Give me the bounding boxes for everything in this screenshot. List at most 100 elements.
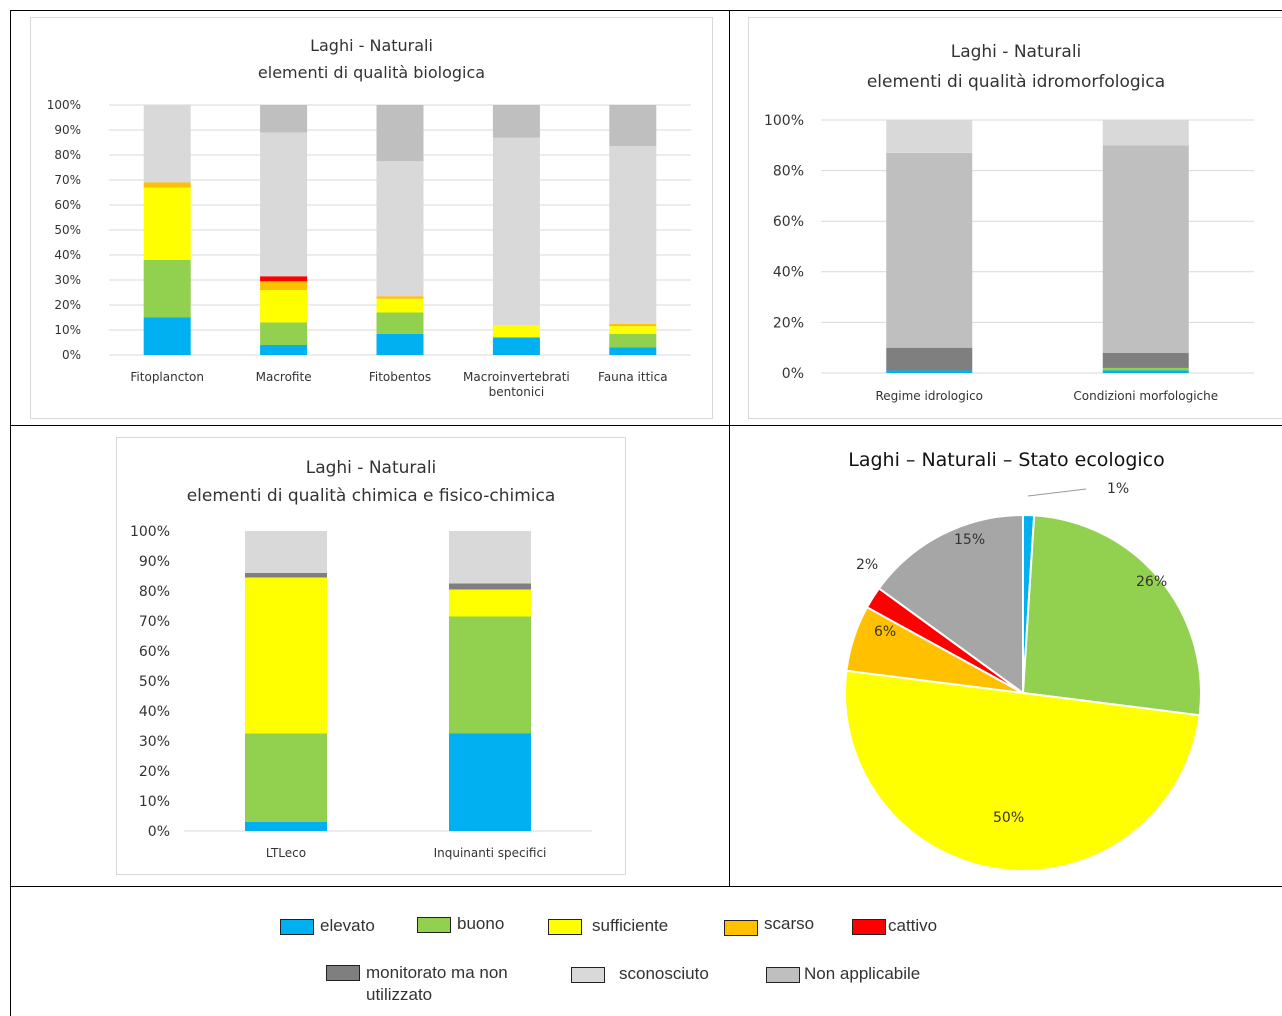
chart-chemical-box: Laghi - Naturali elementi di qualità chi… (116, 437, 626, 875)
legend-item-elevato: elevato (280, 916, 375, 936)
bar-segment-sconosciuto (1102, 120, 1189, 146)
bar-segment-non_applicabile (886, 152, 973, 348)
y-tick-label: 100% (130, 524, 170, 540)
bar-segment-monitorato (245, 573, 327, 578)
bar-segment-non_applicabile (376, 105, 424, 162)
bar-segment-monitorato (449, 583, 531, 590)
bar-segment-sufficiente (143, 187, 191, 260)
legend-item-monitorato: monitorato ma non utilizzato (326, 962, 546, 1006)
legend-item-cattivo: cattivo (852, 916, 937, 936)
legend-label-buono: buono (457, 914, 505, 933)
bar-segment-sconosciuto (245, 531, 327, 573)
legend-swatch-buono (417, 917, 451, 933)
y-tick-label: 0% (148, 824, 170, 840)
y-tick-label: 70% (54, 173, 81, 187)
category-label: Fitobentos (369, 370, 431, 384)
grid-row1-divider (10, 425, 1282, 426)
legend-swatch-sconosciuto (571, 967, 605, 983)
legend-swatch-cattivo (852, 919, 886, 935)
legend-label-scarso: scarso (764, 914, 815, 933)
grid-row2-divider (10, 886, 1282, 887)
chart-chemical-title-line1: Laghi - Naturali (305, 458, 437, 478)
bar-segment-sconosciuto (492, 137, 540, 325)
category-label: Condizioni morfologiche (1073, 389, 1218, 403)
bar-segment-buono (376, 312, 424, 334)
chart-biological-box: Laghi - Naturali elementi di qualità bio… (30, 17, 713, 419)
grid-left-border (10, 10, 11, 1016)
legend-item-non-applicabile: Non applicabile (766, 964, 920, 984)
bar-segment-sufficiente (245, 577, 327, 734)
y-tick-label: 20% (139, 764, 170, 780)
bar-segment-sufficiente (492, 325, 540, 338)
legend-item-sufficiente: sufficiente (548, 916, 668, 936)
bar-segment-elevato (260, 345, 308, 355)
y-tick-label: 10% (139, 794, 170, 810)
pie-slice-na_pie (877, 513, 1024, 695)
pie-label-sufficiente: 50% (993, 810, 1024, 826)
pie-slice-buono (1021, 514, 1202, 717)
legend-label-cattivo: cattivo (888, 916, 938, 935)
bar-segment-monitorato (1102, 352, 1189, 368)
legend-label-sconosciuto: sconosciuto (619, 964, 709, 983)
bar-segment-sconosciuto (449, 531, 531, 584)
bar-segment-buono (245, 733, 327, 822)
pie-leader-line (1027, 488, 1087, 497)
bar-segment-scarso (143, 182, 191, 188)
bar-segment-scarso (609, 323, 657, 327)
y-tick-label: 0% (62, 348, 81, 362)
y-tick-label: 60% (54, 198, 81, 212)
category-label: LTLeco (266, 846, 306, 860)
bar-segment-non_applicabile (609, 105, 657, 147)
bar-segment-sconosciuto (609, 146, 657, 324)
bar-segment-elevato (492, 337, 540, 355)
pie-label-cattivo: 2% (856, 557, 878, 573)
y-tick-label: 10% (54, 323, 81, 337)
legend-item-scarso: scarso (724, 914, 814, 936)
legend: elevato buono sufficiente scarso cattivo… (10, 888, 1280, 1016)
bar-segment-non_applicabile (1102, 145, 1189, 353)
bar-segment-monitorato (886, 347, 973, 371)
chart-pie-title: Laghi – Naturali – Stato ecologico (848, 449, 1165, 471)
bar-segment-non_applicabile (492, 105, 540, 138)
pie-label-elevato: 1% (1107, 481, 1129, 497)
chart-biological-title: Laghi - Naturali elementi di qualità bio… (31, 32, 712, 86)
bar-segment-non_applicabile (260, 105, 308, 133)
category-label: Macroinvertebrati (463, 370, 570, 384)
chart-hydro-title: Laghi - Naturali elementi di qualità idr… (749, 37, 1282, 97)
legend-swatch-elevato (280, 919, 314, 935)
y-tick-label: 60% (139, 644, 170, 660)
chart-biological-title-line2: elementi di qualità biologica (257, 63, 486, 82)
bar-segment-scarso (260, 281, 308, 290)
bar-segment-buono (260, 322, 308, 345)
y-tick-label: 40% (139, 704, 170, 720)
chart-biological-title-line1: Laghi - Naturali (310, 36, 433, 55)
y-tick-label: 0% (782, 366, 804, 382)
chart-hydro-plot: 0% 20% 40% 60% 80% 100% Regime idrologico Condi… (764, 113, 1254, 403)
category-label: Inquinanti specifici (434, 846, 547, 860)
legend-label-non-applicabile: Non applicabile (804, 964, 921, 983)
chart-hydro-box: Laghi - Naturali elementi di qualità idr… (748, 17, 1282, 419)
chart-chemical-title-line2: elementi di qualità chimica e fisico-chi… (186, 486, 556, 506)
chart-hydro-title-line2: elementi di qualità idromorfologica (866, 72, 1166, 92)
chart-hydro-title-line1: Laghi - Naturali (950, 42, 1082, 62)
bar-segment-sufficiente (260, 290, 308, 323)
bar-segment-sufficiente (376, 298, 424, 313)
legend-swatch-non-applicabile (766, 967, 800, 983)
y-tick-label: 50% (54, 223, 81, 237)
bar-segment-buono (143, 260, 191, 318)
pie-label-scarso: 6% (874, 624, 896, 640)
bar-segment-sconosciuto (376, 161, 424, 297)
y-tick-label: 30% (54, 273, 81, 287)
pie-label-buono: 26% (1136, 574, 1167, 590)
bar-segment-buono (1102, 367, 1189, 371)
legend-swatch-scarso (724, 920, 758, 936)
bar-segment-elevato (886, 370, 973, 373)
legend-item-buono: buono (417, 914, 504, 934)
bar-segment-elevato (449, 733, 531, 831)
legend-label-elevato: elevato (320, 916, 375, 935)
bar-segment-sufficiente (609, 326, 657, 334)
legend-label-monitorato: monitorato ma non utilizzato (366, 963, 508, 1004)
y-tick-label: 100% (47, 98, 81, 112)
grid-top-border (10, 10, 1282, 11)
chart-chemical-plot: 0% 10% 20% 30% 40% 50% 60% 70% 80% 90% 100% LTLeco I… (130, 524, 592, 860)
